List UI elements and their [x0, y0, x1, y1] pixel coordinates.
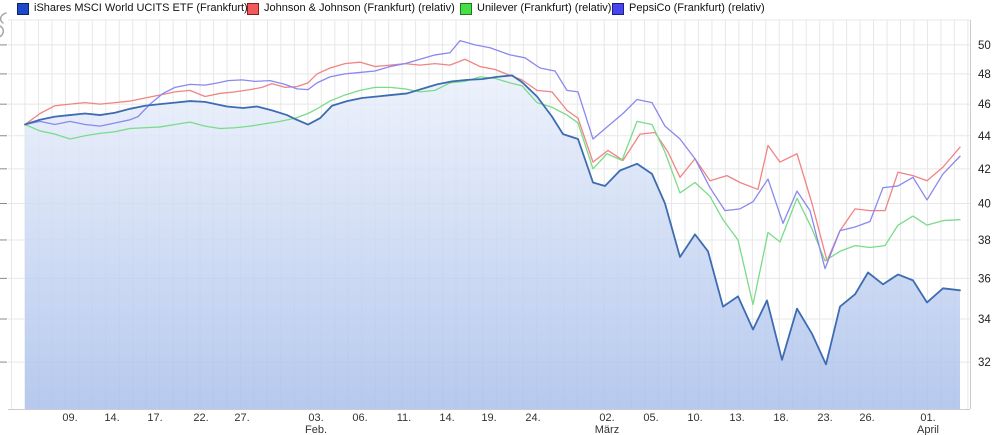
x-tick-label: 06. [352, 412, 367, 424]
legend: iShares MSCI World UCITS ETF (Frankfurt)… [0, 0, 1000, 17]
legend-item-pepsico[interactable]: PepsiCo (Frankfurt) (relativ) [612, 2, 765, 15]
unilever-legend-swatch-icon [460, 2, 472, 15]
x-tick-label: 14. [104, 412, 119, 424]
y-tick-label: 42 [978, 164, 991, 176]
x-tick-label: 18. [773, 412, 788, 424]
y-tick-label: 46 [978, 99, 991, 111]
legend-item-ishares[interactable]: iShares MSCI World UCITS ETF (Frankfurt) [17, 2, 248, 15]
x-tick-label: 01. [920, 412, 935, 424]
x-tick-label: 03. [308, 412, 323, 424]
x-tick-label: 24. [525, 412, 540, 424]
y-tick-label: 34 [978, 314, 991, 326]
x-tick-label: 02. [599, 412, 614, 424]
y-tick-label: 36 [978, 273, 991, 285]
x-tick-label: 11. [397, 412, 411, 424]
y-tick-label: 50 [978, 40, 991, 52]
month-label: März [595, 424, 619, 435]
x-tick-label: 13. [729, 412, 744, 424]
legend-label: iShares MSCI World UCITS ETF (Frankfurt) [34, 2, 248, 14]
jnj-legend-swatch-icon [247, 2, 259, 15]
x-tick-label: 17. [147, 412, 162, 424]
legend-item-johnson-johnson[interactable]: Johnson & Johnson (Frankfurt) (relativ) [247, 2, 455, 15]
pointer-icon [0, 12, 7, 38]
y-tick-label: 44 [978, 131, 991, 143]
month-label: April [917, 424, 939, 435]
legend-label: Johnson & Johnson (Frankfurt) (relativ) [264, 2, 455, 14]
legend-label: PepsiCo (Frankfurt) (relativ) [629, 2, 765, 14]
x-tick-label: 27. [234, 412, 249, 424]
legend-label: Unilever (Frankfurt) (relativ) [477, 2, 612, 14]
x-tick-label: 09. [62, 412, 77, 424]
x-tick-label: 22. [193, 412, 208, 424]
month-label: Feb. [305, 424, 327, 435]
y-tick-label: 32 [978, 357, 991, 369]
series-line-ishares-msci-world-ucits-etf-frankfurt [24, 74, 961, 366]
x-tick-label: 19. [481, 412, 496, 424]
series-line-johnson-johnson-frankfurt-relativ [24, 58, 961, 262]
series-line-unilever-frankfurt-relativ [24, 76, 961, 306]
ishares-legend-swatch-icon [17, 2, 29, 15]
y-tick-label: 48 [978, 69, 991, 81]
x-tick-label: 26. [859, 412, 874, 424]
x-tick-label: 10. [687, 412, 702, 424]
x-tick-label: 05. [643, 412, 658, 424]
series-line-pepsico-frankfurt-relativ [24, 40, 961, 270]
x-tick-label: 23. [817, 412, 832, 424]
legend-item-unilever[interactable]: Unilever (Frankfurt) (relativ) [460, 2, 611, 15]
x-tick-label: 14. [439, 412, 454, 424]
y-tick-label: 40 [978, 199, 991, 211]
y-tick-label: 38 [978, 235, 991, 247]
pepsico-legend-swatch-icon [612, 2, 624, 15]
etf-area-fill [25, 75, 960, 410]
